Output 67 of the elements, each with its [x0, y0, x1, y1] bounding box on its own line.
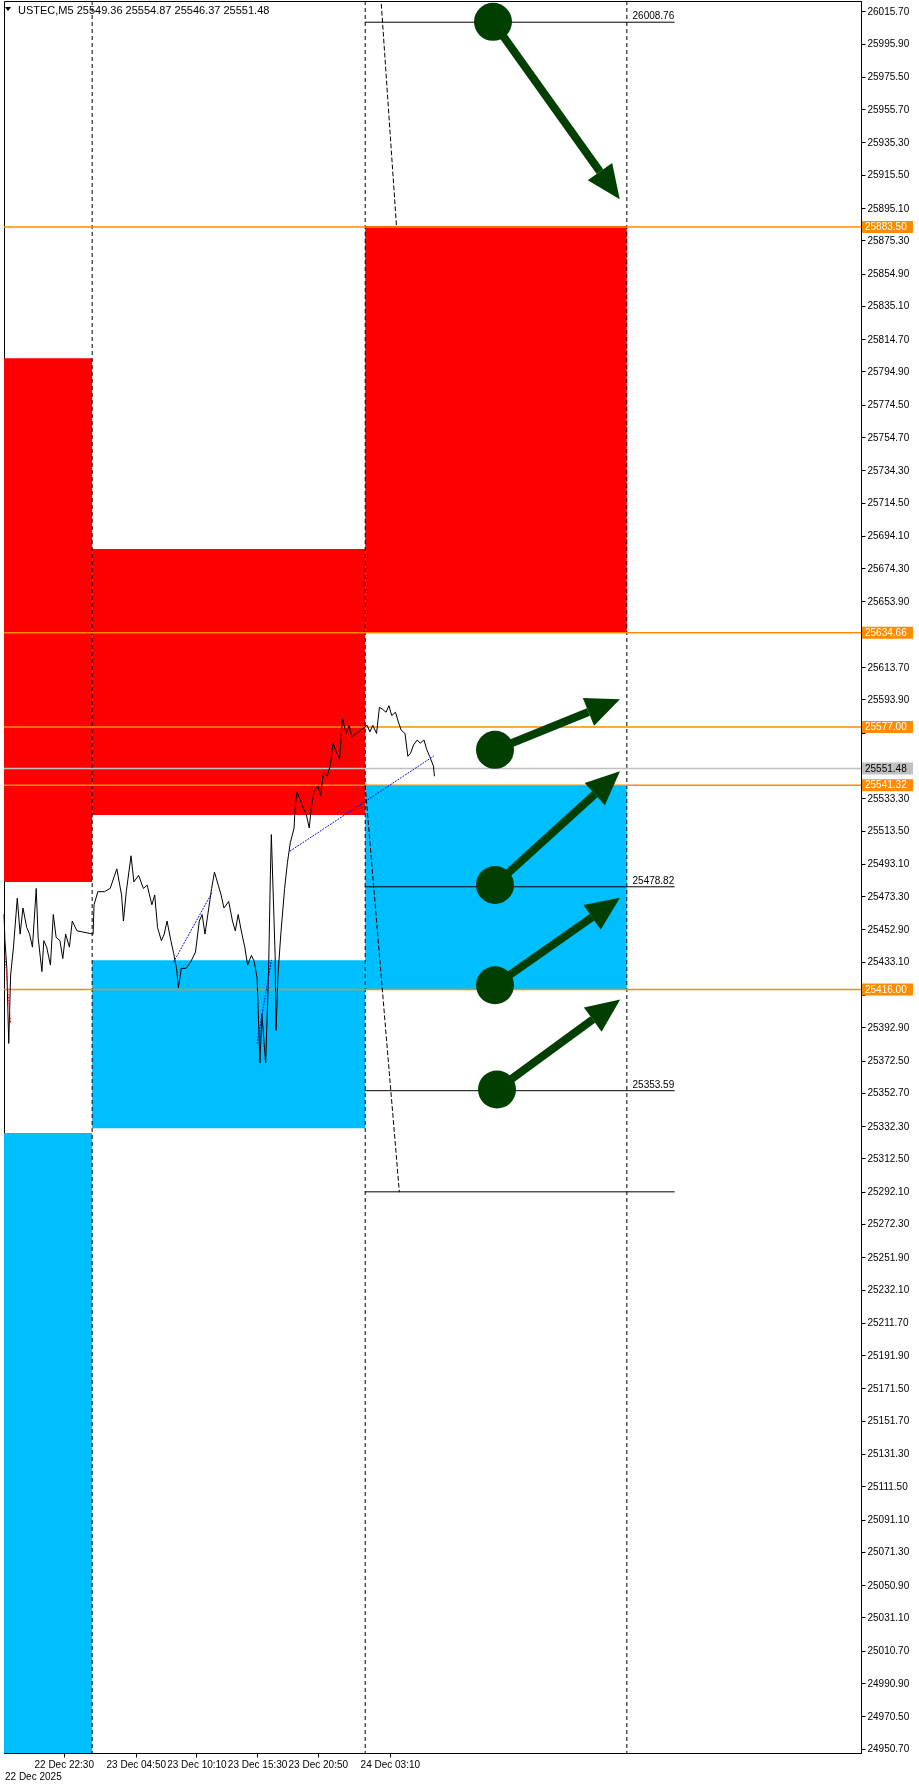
y-tick-label: 25754.70: [867, 431, 910, 443]
series-label: 25353.59: [632, 1078, 675, 1090]
y-tick-label: 25091.10: [867, 1514, 910, 1526]
y-tick-label: 25895.10: [867, 202, 910, 214]
x-tick-label: 23 Dec 04:50: [106, 1758, 167, 1770]
y-tick-label: 25392.90: [867, 1021, 910, 1033]
y-tick-label: 25312.50: [867, 1152, 910, 1164]
y-tick-label: 25251.90: [867, 1251, 910, 1263]
y-tick-label: 26015.70: [867, 5, 910, 17]
text: 22 Dec 2025: [5, 1771, 63, 1782]
y-tick-label: 25533.30: [867, 792, 910, 804]
y-tick-label: 25875.30: [867, 234, 910, 246]
x-tick-label: 23 Dec 15:30: [227, 1758, 288, 1770]
y-tick-label: 25593.90: [867, 693, 910, 705]
y-tick-label: 25352.70: [867, 1087, 910, 1099]
y-tick-label: 25794.90: [867, 365, 910, 377]
y-tick-label: 25433.10: [867, 956, 910, 968]
y-tick-label: 24950.70: [867, 1743, 910, 1755]
y-tick-label: 25151.70: [867, 1415, 910, 1427]
y-tick-label: 25915.50: [867, 169, 910, 181]
ref-line-label: 25883.50: [865, 220, 908, 232]
y-tick-label: 25714.50: [867, 497, 910, 509]
y-tick-label: 25935.30: [867, 136, 910, 148]
y-tick-label: 25232.10: [867, 1284, 910, 1296]
y-tick-label: 25774.50: [867, 399, 910, 411]
series-label: 25478.82: [632, 874, 675, 886]
x-tick-label: 24 Dec 03:10: [360, 1758, 421, 1770]
ref-line-label: 25541.32: [865, 779, 908, 791]
series-label: 26008.76: [632, 10, 675, 22]
y-tick-label: 25031.10: [867, 1611, 910, 1623]
y-tick-label: 25292.10: [867, 1186, 910, 1198]
y-tick-label: 25674.30: [867, 562, 910, 574]
y-tick-label: 25171.50: [867, 1382, 910, 1394]
y-tick-label: 25272.30: [867, 1218, 910, 1230]
y-tick-label: 25010.70: [867, 1645, 910, 1657]
ref-line-label: 25634.66: [865, 626, 908, 638]
chart-title: USTEC,M5 25549.36 25554.87 25546.37 25551.48: [18, 4, 270, 16]
y-tick-label: 25071.30: [867, 1546, 910, 1558]
y-tick-label: 25493.10: [867, 858, 910, 870]
y-tick-label: 25513.50: [867, 825, 910, 837]
y-tick-label: 24970.50: [867, 1710, 910, 1722]
y-tick-label: 25211.70: [867, 1317, 909, 1329]
y-tick-label: 25854.90: [867, 268, 910, 280]
y-tick-label: 25814.70: [867, 333, 910, 345]
y-tick-label: 25131.30: [867, 1448, 910, 1460]
y-tick-label: 25995.90: [867, 38, 910, 50]
x-tick-label: 23 Dec 20:50: [288, 1758, 349, 1770]
y-tick-label: 25955.70: [867, 103, 910, 115]
x-tick-label: 22 Dec 22:30: [34, 1758, 95, 1770]
y-tick-label: 25835.10: [867, 300, 910, 312]
y-tick-label: 25191.90: [867, 1349, 910, 1361]
y-tick-label: 25975.50: [867, 71, 910, 83]
y-tick-label: 25694.10: [867, 530, 910, 542]
ref-line-label: 25416.00: [865, 983, 908, 995]
y-tick-label: 25473.30: [867, 890, 910, 902]
x-tick-label: 23 Dec 10:10: [167, 1758, 228, 1770]
y-tick-label: 25372.50: [867, 1055, 910, 1067]
y-tick-label: 25050.90: [867, 1579, 910, 1591]
y-tick-label: 25332.30: [867, 1120, 910, 1132]
y-tick-label: 25452.90: [867, 923, 910, 935]
ref-line-label: 25551.48: [865, 762, 908, 774]
y-tick-label: 25613.70: [867, 661, 910, 673]
y-tick-label: 24990.90: [867, 1677, 910, 1689]
y-tick-label: 25111.50: [867, 1480, 909, 1492]
y-tick-label: 25653.90: [867, 595, 910, 607]
ref-line-label: 25577.00: [865, 720, 908, 732]
y-tick-label: 25734.30: [867, 464, 910, 476]
